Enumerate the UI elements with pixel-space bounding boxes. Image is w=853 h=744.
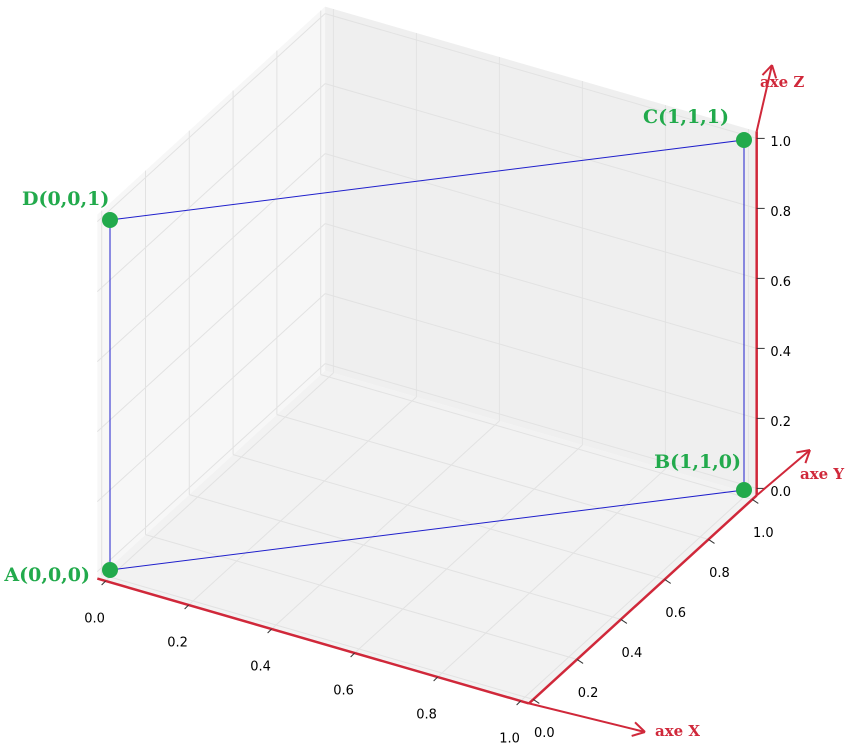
grid-line xyxy=(324,83,757,209)
x-tick-label: 0.0 xyxy=(84,612,105,627)
back-pane xyxy=(97,6,326,579)
data-point xyxy=(736,132,752,148)
data-point xyxy=(102,212,118,228)
grid-line xyxy=(324,13,757,139)
point-label: D(0,0,1) xyxy=(22,188,109,210)
x-tick-label: 0.2 xyxy=(167,636,188,651)
tick-mark xyxy=(101,580,106,586)
grid-line xyxy=(354,444,583,654)
x-axis-line xyxy=(96,577,530,705)
grid-line xyxy=(188,396,417,606)
grid-line xyxy=(232,454,665,580)
tick-mark xyxy=(350,652,355,658)
side-pane xyxy=(325,6,757,496)
y-tick-label: 0.2 xyxy=(578,686,599,701)
point-label: A(0,0,0) xyxy=(3,564,90,586)
z-arrow-head xyxy=(761,64,773,76)
grid-line xyxy=(276,414,709,540)
tick-mark xyxy=(184,604,189,610)
grid-line xyxy=(145,534,578,660)
y-arrow-head xyxy=(804,449,811,464)
grid-line xyxy=(96,223,326,432)
grid-line xyxy=(96,13,326,222)
grid-line xyxy=(96,153,326,362)
grid-line xyxy=(437,468,666,678)
grid-line xyxy=(96,363,326,572)
floor-pane xyxy=(97,370,757,704)
z-tick-label: 0.8 xyxy=(770,205,791,220)
grid-line xyxy=(96,83,326,292)
x-axis-annotation: axe X xyxy=(655,722,700,740)
grid-line xyxy=(96,293,326,502)
y-tick-label: 0.8 xyxy=(709,566,730,581)
z-tick-label: 0.4 xyxy=(770,345,791,360)
z-tick-label: 0.2 xyxy=(770,415,791,430)
x-tick-label: 1.0 xyxy=(499,732,520,744)
tick-mark xyxy=(752,498,759,504)
point-label: B(1,1,0) xyxy=(654,451,741,473)
x-arrow xyxy=(528,702,646,733)
z-tick-label: 0.0 xyxy=(770,485,791,500)
grid-line xyxy=(324,153,757,279)
tick-mark xyxy=(620,618,628,624)
y-tick-label: 0.4 xyxy=(622,646,643,661)
data-point xyxy=(736,482,752,498)
y-tick-label: 0.0 xyxy=(534,726,555,741)
y-arrow-head xyxy=(796,449,811,454)
y-arrow xyxy=(756,449,811,497)
tick-mark xyxy=(664,578,671,584)
tick-mark xyxy=(576,658,584,664)
x-tick-label: 0.6 xyxy=(333,684,354,699)
z-tick-label: 0.6 xyxy=(770,275,791,290)
x-arrow-head xyxy=(631,731,646,737)
point-label: C(1,1,1) xyxy=(643,106,729,128)
y-tick-label: 0.6 xyxy=(665,606,686,621)
grid-line xyxy=(324,223,757,349)
z-arrow xyxy=(755,64,773,132)
grid-line xyxy=(105,372,334,582)
grid-line xyxy=(271,420,500,630)
data-point xyxy=(102,562,118,578)
grid-line xyxy=(324,363,757,489)
y-axis-line xyxy=(528,494,758,705)
y-axis-annotation: axe Y xyxy=(800,465,844,483)
grid-line xyxy=(101,574,534,700)
tick-mark xyxy=(433,676,438,682)
grid-line xyxy=(520,492,749,702)
y-tick-label: 1.0 xyxy=(753,526,774,541)
tick-mark xyxy=(533,698,540,704)
x-tick-label: 0.8 xyxy=(416,708,437,723)
x-tick-label: 0.4 xyxy=(250,660,271,675)
grid-line xyxy=(320,374,753,500)
tick-mark xyxy=(267,628,272,634)
x-arrow-head xyxy=(634,721,646,733)
z-tick-label: 1.0 xyxy=(770,135,791,150)
tick-mark xyxy=(516,700,521,706)
grid-line xyxy=(324,293,757,419)
z-arrow-head xyxy=(771,64,778,79)
tick-mark xyxy=(708,538,715,544)
grid-line xyxy=(189,494,622,620)
z-axis-annotation: axe Z xyxy=(760,73,804,91)
